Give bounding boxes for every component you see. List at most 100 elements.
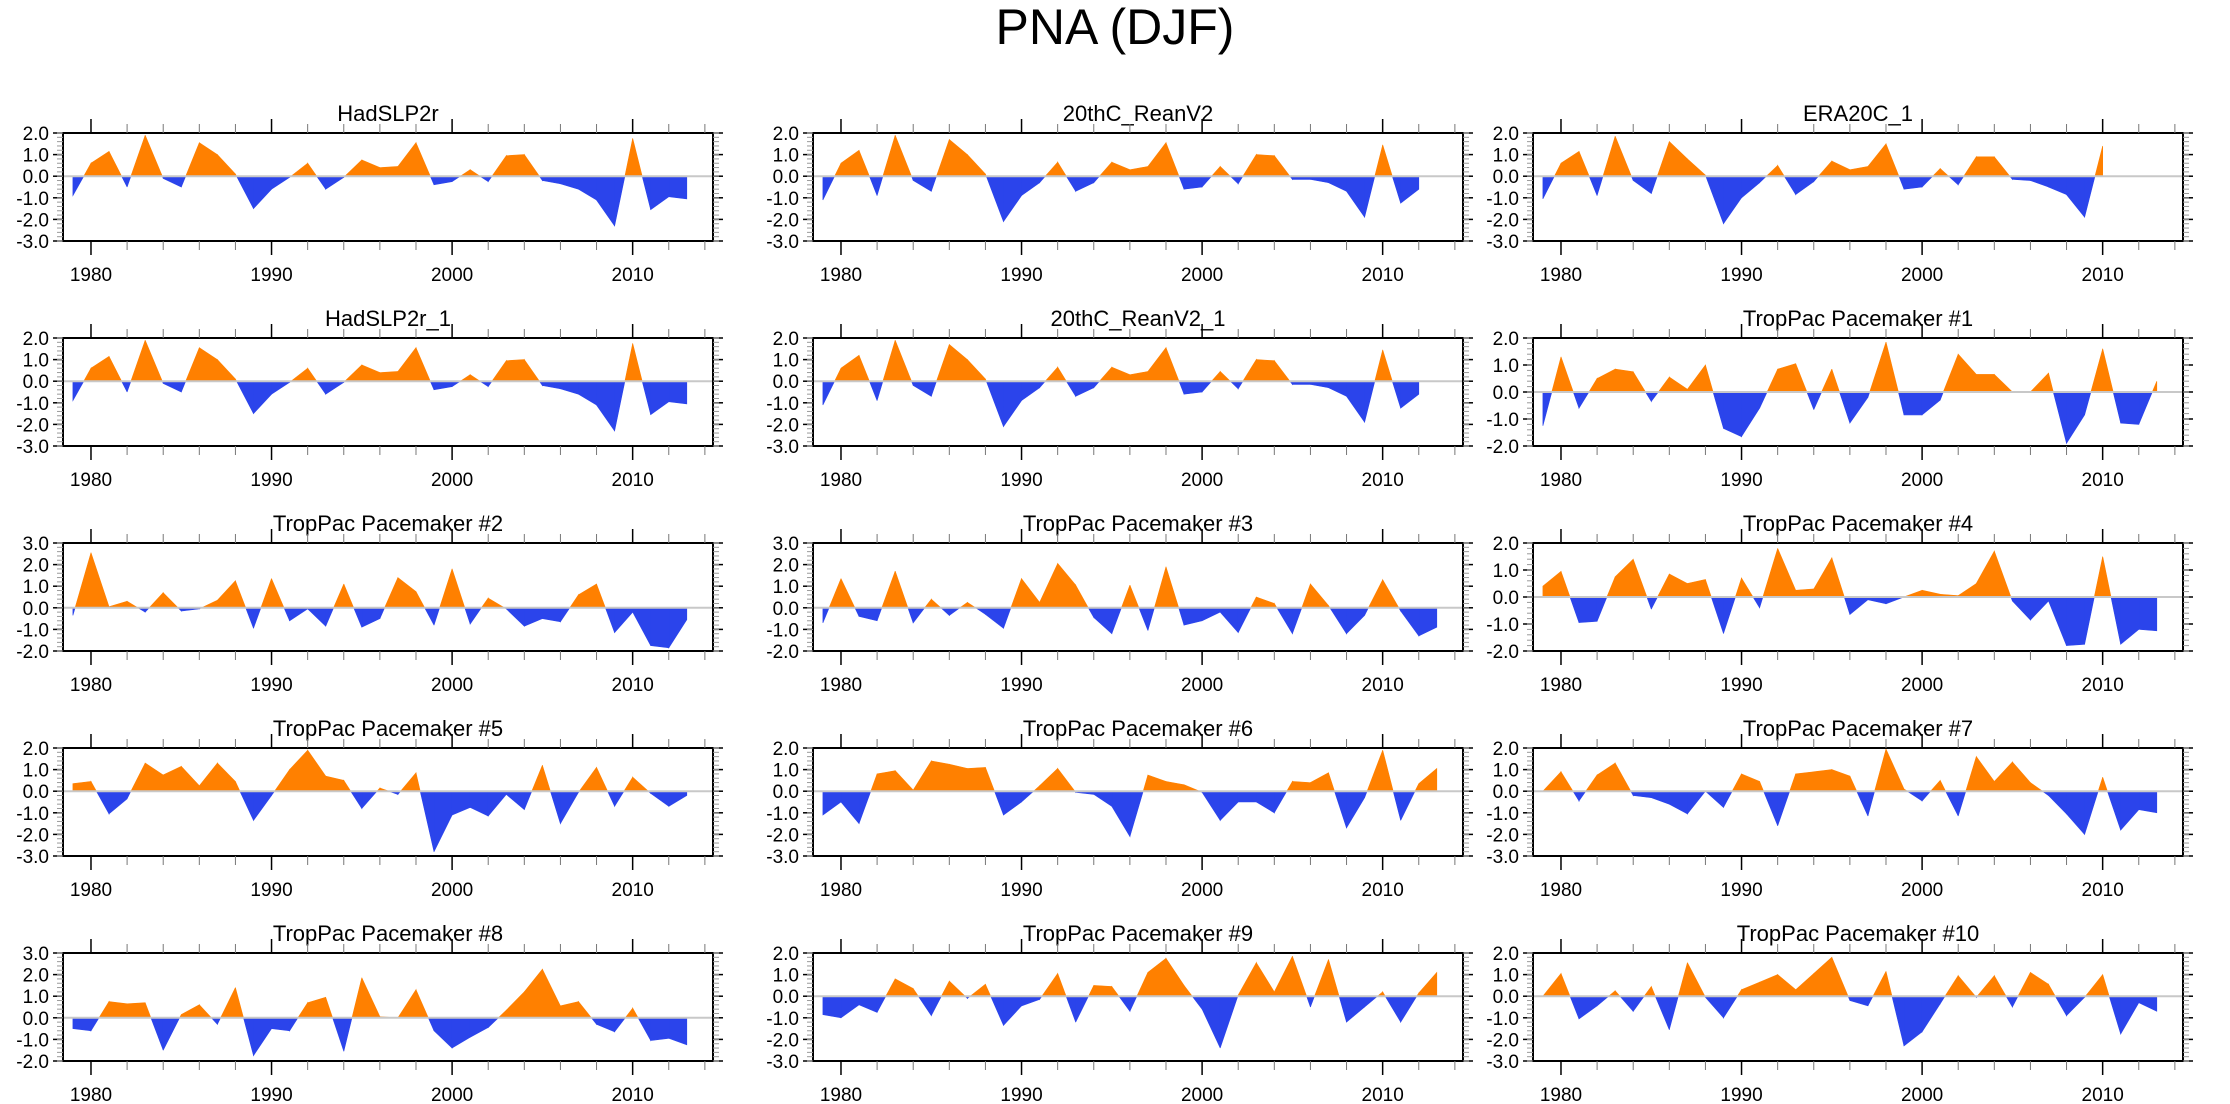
negative-area [1306, 995, 1311, 1008]
positive-area [148, 591, 164, 609]
positive-area [1872, 971, 1887, 997]
negative-area [985, 175, 1004, 222]
positive-area [1560, 770, 1574, 792]
panel-6: TropPac Pacemaker #1 2.0 1.0 0.0 -1.0 -2.0 198… [1486, 306, 2193, 491]
y-tick-label: -1.0 [16, 1030, 49, 1051]
x-tick-label: 1980 [1540, 880, 1582, 901]
negative-area [72, 380, 85, 402]
positive-area [1813, 956, 1833, 997]
positive-area [930, 598, 942, 609]
y-tick-label: 0.0 [1493, 588, 1519, 609]
y-tick-label: -3.0 [16, 847, 49, 868]
negative-area [650, 380, 670, 416]
positive-area [260, 578, 272, 609]
negative-area [822, 380, 836, 406]
negative-area [433, 175, 453, 186]
x-tick-label: 2010 [1362, 880, 1404, 901]
negative-area [1849, 995, 1869, 1007]
negative-area [1596, 995, 1610, 1007]
negative-area [840, 790, 860, 825]
positive-area [1242, 358, 1257, 382]
negative-area [1669, 790, 1688, 815]
positive-area [290, 367, 309, 382]
x-tick-label: 2010 [2082, 265, 2124, 286]
negative-area [2108, 995, 2121, 1035]
positive-area [1165, 781, 1185, 792]
x-tick-label: 2010 [1362, 470, 1404, 491]
x-tick-label: 2000 [1181, 675, 1223, 696]
y-tick-label: -2.0 [766, 825, 799, 846]
positive-area [83, 367, 92, 382]
x-tick-label: 1990 [1000, 880, 1042, 901]
negative-area [650, 1017, 670, 1041]
negative-area [876, 175, 884, 196]
negative-area [1542, 175, 1555, 200]
positive-area [876, 770, 896, 792]
positive-area [1741, 577, 1754, 598]
negative-area [1093, 607, 1113, 635]
positive-area [1292, 956, 1308, 997]
positive-area [144, 1002, 152, 1019]
axes-frame [812, 132, 1464, 242]
negative-area [1003, 995, 1022, 1027]
positive-area [1075, 583, 1089, 609]
positive-area [1614, 368, 1634, 393]
negative-area [126, 790, 132, 799]
negative-area [1596, 175, 1604, 196]
positive-area [1560, 571, 1571, 598]
negative-area [271, 380, 290, 395]
negative-area [1723, 596, 1736, 634]
negative-area [560, 790, 579, 825]
negative-area [1183, 607, 1203, 626]
positive-area [297, 1001, 309, 1019]
negative-area [1741, 175, 1760, 199]
negative-area [108, 790, 128, 815]
y-tick-label: -1.0 [766, 620, 799, 641]
negative-area [1178, 380, 1185, 395]
axes-frame [812, 952, 1464, 1062]
negative-area [1346, 995, 1365, 1023]
negative-area [433, 607, 441, 626]
positive-area [185, 347, 200, 382]
negative-area [451, 790, 471, 816]
negative-area [1400, 175, 1420, 204]
positive-area [1588, 377, 1598, 393]
negative-area [650, 790, 670, 807]
negative-area [1384, 995, 1401, 1024]
positive-area [1286, 780, 1293, 792]
positive-area [624, 343, 634, 382]
negative-area [325, 380, 345, 395]
negative-area [1947, 175, 1959, 186]
y-tick-label: 1.0 [1493, 966, 1519, 987]
negative-area [650, 175, 670, 211]
y-tick-label: -2.0 [16, 1052, 49, 1073]
axes-frame [812, 337, 1464, 447]
negative-area [1687, 790, 1707, 815]
positive-area [199, 762, 218, 792]
negative-area [1364, 380, 1376, 423]
negative-area [1885, 596, 1905, 605]
positive-area [1310, 583, 1329, 609]
positive-area [1560, 356, 1574, 393]
positive-area [2094, 145, 2103, 177]
negative-area [1849, 596, 1869, 616]
negative-area [542, 380, 561, 390]
negative-area [1276, 607, 1293, 635]
positive-area [948, 343, 968, 382]
x-tick-label: 2010 [612, 265, 654, 286]
y-tick-label: -2.0 [16, 210, 49, 231]
axes-frame [812, 542, 1464, 652]
negative-area [1712, 391, 1724, 429]
negative-area [1759, 391, 1768, 409]
positive-area [1147, 957, 1167, 997]
negative-area [614, 380, 626, 431]
negative-area [1669, 995, 1679, 1030]
negative-area [668, 790, 688, 807]
negative-area [912, 607, 926, 624]
positive-area [2030, 971, 2049, 997]
negative-area [1849, 391, 1869, 425]
positive-area [1869, 342, 1887, 393]
positive-area [967, 153, 986, 177]
negative-area [271, 175, 290, 190]
negative-area [1229, 380, 1239, 390]
